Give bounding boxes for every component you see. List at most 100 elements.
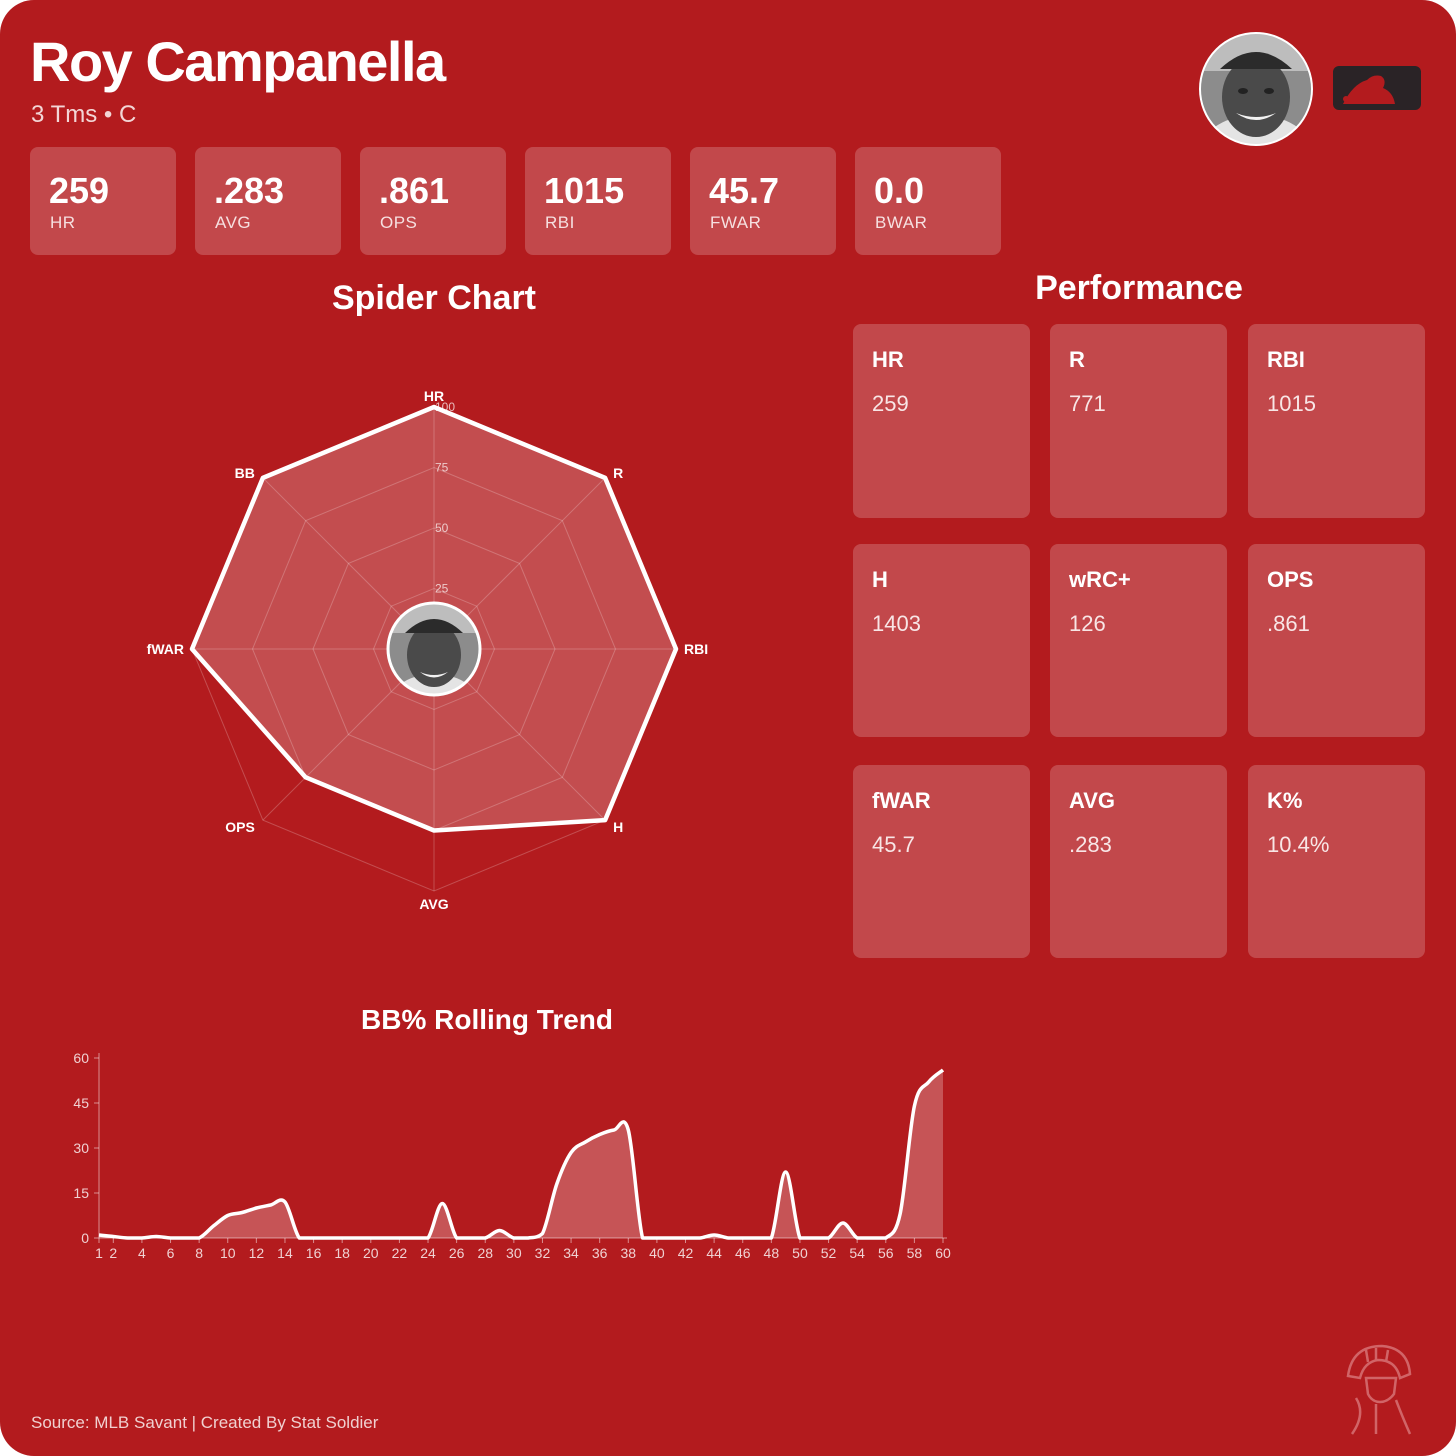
radar-axis-label: HR [424,388,444,404]
x-tick-label: 30 [506,1245,522,1261]
stat-label: OPS [380,213,418,232]
trend-area [99,1070,943,1238]
stat-tile-bwar: 0.0 BWAR [855,147,1001,255]
perf-label: HR [872,347,904,372]
perf-card-avg: AVG .283 [1050,765,1227,958]
stat-value: 259 [49,170,110,211]
radar-tick-label: 75 [435,461,449,475]
perf-value: 771 [1069,391,1106,416]
radar-tick-label: 100 [435,400,455,414]
x-tick-label: 18 [334,1245,350,1261]
perf-card-ops: OPS .861 [1248,544,1425,737]
x-tick-label: 46 [735,1245,751,1261]
x-tick-label: 48 [764,1245,780,1261]
perf-value: .861 [1267,611,1310,636]
stat-label: AVG [215,213,252,232]
stat-label: BWAR [875,213,928,232]
x-tick-label: 6 [167,1245,175,1261]
player-headshot-icon [1198,31,1314,147]
y-tick-label: 0 [81,1230,89,1246]
x-tick-label: 2 [109,1245,117,1261]
perf-label: RBI [1267,347,1305,372]
spider-chart: 25 50 75 100 HR R RBI H AVG OPS fWAR BB [147,388,708,912]
x-tick-label: 40 [649,1245,665,1261]
radar-axis-label: OPS [225,819,255,835]
x-tick-label: 28 [477,1245,493,1261]
perf-label: fWAR [872,788,931,813]
x-tick-label: 34 [563,1245,579,1261]
perf-card-k-pct: K% 10.4% [1248,765,1425,958]
x-tick-label: 1 [95,1245,103,1261]
source-credit: Source: MLB Savant | Created By Stat Sol… [31,1413,379,1432]
perf-card-rbi: RBI 1015 [1248,324,1425,518]
spider-chart-title: Spider Chart [331,279,537,317]
radar-grid-ring [372,587,496,711]
x-tick-label: 44 [706,1245,722,1261]
x-tick-label: 24 [420,1245,436,1261]
radar-axis-label: RBI [684,641,708,657]
x-tick-label: 50 [792,1245,808,1261]
stat-tile-rbi: 1015 RBI [525,147,671,255]
x-tick-label: 54 [849,1245,865,1261]
stat-tile-hr: 259 HR [30,147,176,255]
center-headshot-icon [386,601,482,697]
y-tick-label: 45 [73,1095,89,1111]
stat-value: .861 [379,170,450,211]
perf-value: 1015 [1267,391,1316,416]
x-tick-label: 4 [138,1245,146,1261]
x-tick-label: 8 [195,1245,203,1261]
perf-card-fwar: fWAR 45.7 [853,765,1030,958]
perf-value: 45.7 [872,832,915,857]
stat-soldier-helmet-icon [1336,1338,1420,1438]
player-team-position: 3 Tms • C [31,101,137,128]
perf-value: 126 [1069,611,1106,636]
perf-card-r: R 771 [1050,324,1227,518]
stat-label: HR [50,213,76,232]
x-tick-label: 32 [535,1245,551,1261]
x-tick-label: 52 [821,1245,837,1261]
y-tick-label: 60 [73,1050,89,1066]
x-tick-label: 10 [220,1245,236,1261]
perf-label: wRC+ [1069,567,1131,592]
perf-card-wrc-plus: wRC+ 126 [1050,544,1227,737]
x-tick-label: 42 [678,1245,694,1261]
perf-value: 10.4% [1267,832,1330,857]
x-tick-label: 14 [277,1245,293,1261]
x-tick-label: 56 [878,1245,894,1261]
perf-value: .283 [1069,832,1112,857]
stat-value: 1015 [544,170,625,211]
mlb-logo-icon [1333,66,1421,110]
y-tick-label: 15 [73,1185,89,1201]
trend-line [98,1068,945,1240]
x-tick-label: 26 [449,1245,465,1261]
perf-label: K% [1267,788,1303,813]
radar-axis-label: H [613,819,623,835]
stat-label: RBI [545,213,575,232]
radar-axis-label: BB [235,465,255,481]
stat-tile-avg: .283 AVG [195,147,341,255]
x-tick-label: 38 [620,1245,636,1261]
radar-tick-label: 50 [435,521,449,535]
stat-value: 45.7 [709,170,780,211]
perf-label: AVG [1069,788,1116,813]
perf-card-hr: HR 259 [853,324,1030,518]
stat-value: .283 [214,170,285,211]
x-tick-label: 12 [249,1245,265,1261]
stat-value: 0.0 [874,170,925,211]
radar-axis-label: fWAR [147,641,184,657]
perf-label: OPS [1267,567,1314,592]
player-name: Roy Campanella [30,30,446,93]
perf-label: H [872,567,888,592]
x-tick-label: 60 [935,1245,951,1261]
x-tick-label: 36 [592,1245,608,1261]
x-tick-label: 22 [392,1245,408,1261]
trend-chart-title: BB% Rolling Trend [361,1004,613,1035]
perf-card-h: H 1403 [853,544,1030,737]
perf-value: 259 [872,391,909,416]
stat-label: FWAR [710,213,762,232]
perf-value: 1403 [872,611,921,636]
radar-axis-label: AVG [419,896,448,912]
y-tick-label: 30 [73,1140,89,1156]
